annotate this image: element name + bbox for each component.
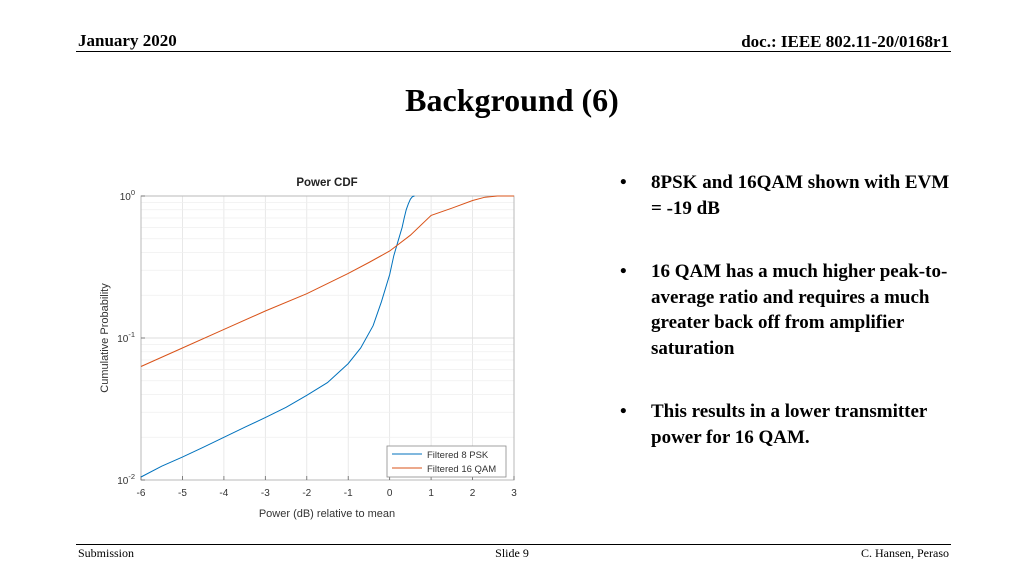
bullet-item: • This results in a lower transmitter po… xyxy=(620,399,960,450)
x-tick-label: 3 xyxy=(511,488,517,499)
x-tick-label: -5 xyxy=(178,488,187,499)
bullet-list: • 8PSK and 16QAM shown with EVM = -19 dB… xyxy=(620,170,960,450)
x-tick-label: -2 xyxy=(302,488,311,499)
x-tick-label: -4 xyxy=(219,488,228,499)
power-cdf-chart: Power CDF -6 -5 -4 -3 -2 -1 0 1 2 3 10-2 10-1 100 Cu… xyxy=(99,177,517,520)
chart-legend: Filtered 8 PSK Filtered 16 QAM xyxy=(386,445,507,478)
chart-title: Power CDF xyxy=(296,177,357,189)
x-tick-label: -3 xyxy=(261,488,270,499)
power-cdf-figure: Power CDF -6 -5 -4 -3 -2 -1 0 1 2 3 10-2 10-1 100 Cu… xyxy=(90,170,530,530)
bullet-dot-icon: • xyxy=(620,261,627,282)
footer-author: C. Hansen, Peraso xyxy=(861,546,949,560)
series-line-16qam xyxy=(140,195,514,367)
header-doc-id: doc.: IEEE 802.11-20/0168r1 xyxy=(741,32,949,51)
x-tick-label: 2 xyxy=(470,488,476,499)
x-tick-label: 1 xyxy=(428,488,434,499)
header-date: January 2020 xyxy=(78,31,177,50)
y-tick-label: 10-1 xyxy=(117,330,135,345)
y-tick-label: 10-2 xyxy=(117,472,135,487)
x-tick-label: 0 xyxy=(387,488,393,499)
footer-slide-number: Slide 9 xyxy=(495,546,529,560)
bullet-item: • 16 QAM has a much higher peak-to-avera… xyxy=(620,259,960,361)
header-divider xyxy=(76,51,951,52)
bullet-dot-icon: • xyxy=(620,172,627,193)
bullet-item: • 8PSK and 16QAM shown with EVM = -19 dB xyxy=(620,170,960,221)
x-tick-label: -6 xyxy=(137,488,146,499)
y-tick-label: 100 xyxy=(120,188,135,203)
bullet-text: 8PSK and 16QAM shown with EVM = -19 dB xyxy=(651,172,950,219)
x-axis-label: Power (dB) relative to mean xyxy=(259,508,395,520)
chart-series xyxy=(140,195,514,478)
bullet-text: This results in a lower transmitter powe… xyxy=(651,401,928,448)
chart-grid xyxy=(140,195,515,481)
slide-title: Background (6) xyxy=(405,82,619,118)
x-tick-label: -1 xyxy=(344,488,353,499)
bullet-text: 16 QAM has a much higher peak-to-average… xyxy=(651,261,948,359)
axis-ticks: -6 -5 -4 -3 -2 -1 0 1 2 3 10-2 10-1 100 xyxy=(117,188,517,499)
footer-divider xyxy=(76,544,951,545)
footer-submission: Submission xyxy=(78,546,135,560)
legend-label-8psk: Filtered 8 PSK xyxy=(427,450,489,461)
y-axis-label: Cumulative Probability xyxy=(99,283,111,393)
series-line-8psk xyxy=(140,195,415,478)
legend-box xyxy=(386,445,507,478)
bullet-dot-icon: • xyxy=(620,401,627,422)
legend-label-16qam: Filtered 16 QAM xyxy=(427,464,496,475)
